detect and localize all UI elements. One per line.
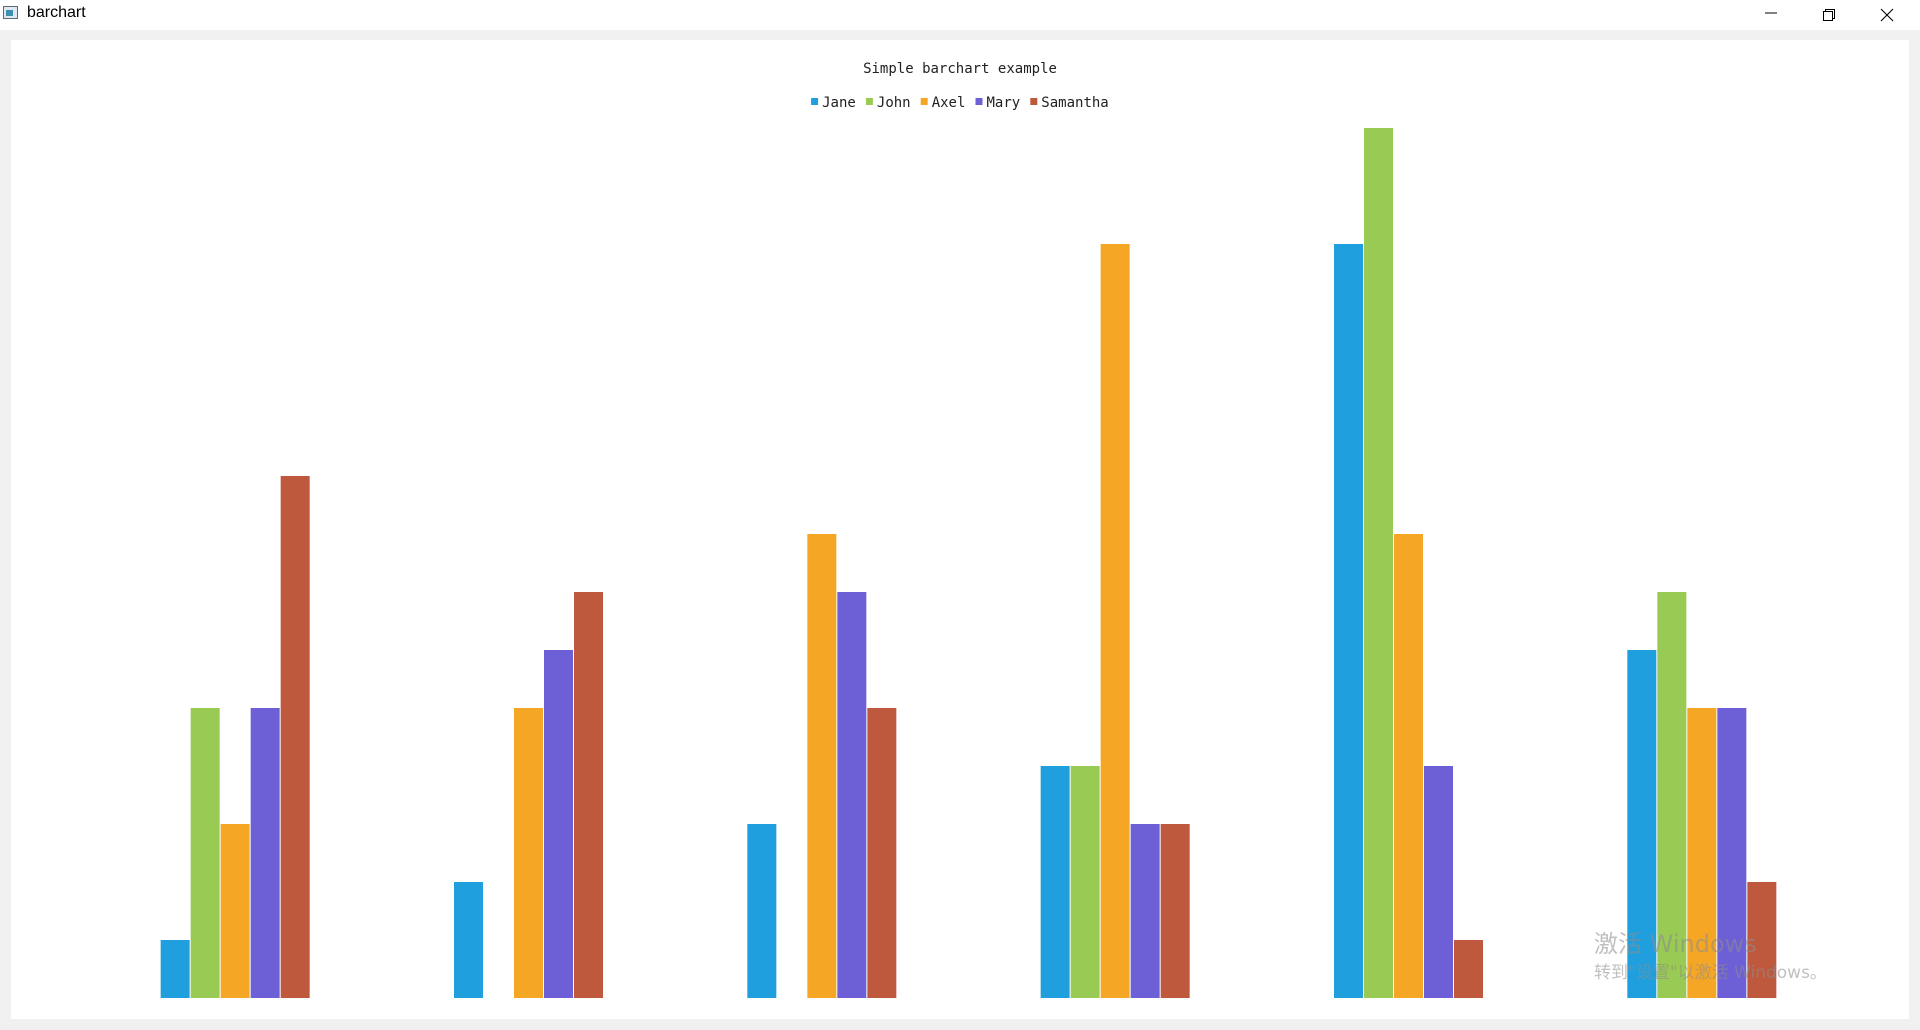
bar-axel-6 — [1687, 708, 1717, 998]
bar-john-4 — [1070, 766, 1100, 998]
bar-jane-1 — [160, 940, 190, 998]
activation-watermark-subtitle: 转到"设置"以激活 Windows。 — [1594, 963, 1827, 983]
bar-mary-1 — [250, 708, 280, 998]
legend-item-john: John — [865, 95, 911, 111]
title-bar: barchart — [0, 0, 1920, 30]
window-title: barchart — [27, 4, 86, 21]
close-button[interactable] — [1858, 0, 1916, 30]
activation-watermark-title: 激活 Windows — [1594, 930, 1757, 958]
bar-chart: Simple barchart example Jane John Axel Mary… — [160, 61, 1777, 998]
legend-label-mary: Mary — [987, 95, 1021, 111]
legend-label-jane: Jane — [822, 95, 856, 111]
bar-john-6 — [1657, 592, 1687, 998]
legend-marker-axel — [920, 98, 928, 105]
minimize-button[interactable] — [1742, 0, 1800, 30]
legend-marker-john — [865, 98, 873, 105]
legend-item-axel: Axel — [920, 95, 966, 111]
bar-jane-5 — [1334, 244, 1363, 998]
bar-samantha-5 — [1454, 940, 1483, 998]
legend-marker-mary — [975, 98, 983, 105]
bar-samantha-2 — [574, 592, 603, 998]
legend-label-axel: Axel — [932, 95, 966, 111]
bar-mary-5 — [1424, 766, 1453, 998]
bar-jane-3 — [747, 824, 777, 998]
bar-samantha-1 — [280, 476, 310, 998]
bar-samantha-3 — [867, 708, 897, 998]
app-window-icon — [3, 6, 18, 19]
chart-legend: Jane John Axel Mary Samantha — [811, 95, 1109, 111]
bar-mary-6 — [1717, 708, 1747, 998]
bar-mary-2 — [544, 650, 573, 998]
legend-item-mary: Mary — [975, 95, 1021, 111]
bar-mary-3 — [837, 592, 867, 998]
bar-jane-6 — [1627, 650, 1657, 998]
chart-panel: Simple barchart example Jane John Axel Mary… — [11, 40, 1909, 1019]
legend-item-samantha: Samantha — [1030, 95, 1109, 111]
bar-mary-4 — [1130, 824, 1160, 998]
bar-jane-2 — [454, 882, 483, 998]
legend-marker-jane — [811, 98, 819, 105]
restore-button[interactable] — [1800, 0, 1858, 30]
bar-jane-4 — [1040, 766, 1070, 998]
minimize-icon — [1765, 12, 1777, 14]
legend-label-samantha: Samantha — [1041, 95, 1108, 111]
bar-axel-2 — [514, 708, 543, 998]
legend-label-john: John — [877, 95, 911, 111]
bar-john-5 — [1364, 128, 1393, 998]
restore-icon — [1823, 9, 1835, 21]
legend-item-jane: Jane — [811, 95, 856, 111]
chart-bars — [160, 128, 1777, 998]
bar-john-1 — [190, 708, 220, 998]
close-icon — [1880, 8, 1894, 22]
legend-marker-samantha — [1030, 98, 1038, 105]
chart-title: Simple barchart example — [863, 61, 1057, 77]
bar-axel-5 — [1394, 534, 1423, 998]
bar-axel-1 — [220, 824, 250, 998]
bar-samantha-4 — [1160, 824, 1190, 998]
bar-samantha-6 — [1747, 882, 1777, 998]
bar-axel-3 — [807, 534, 837, 998]
bar-axel-4 — [1100, 244, 1130, 998]
